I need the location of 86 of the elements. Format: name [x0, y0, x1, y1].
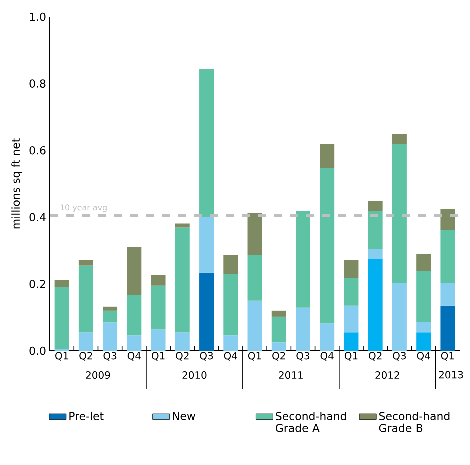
bar	[344, 278, 359, 306]
bar	[320, 144, 335, 168]
bar	[78, 260, 94, 266]
bar	[175, 332, 190, 351]
x-tick-label: Q3	[200, 352, 214, 361]
x-tick-label: Q1	[344, 352, 358, 361]
bar	[127, 336, 142, 351]
bar	[440, 306, 456, 351]
bar	[344, 332, 359, 351]
y-axis-title: millions sq ft net	[12, 138, 22, 229]
bar	[416, 332, 432, 351]
bar	[344, 306, 359, 333]
bar	[416, 271, 432, 322]
bar	[368, 259, 383, 351]
x-tick-label: Q4	[417, 352, 430, 361]
bar	[151, 286, 166, 330]
x-tick-label: Q4	[224, 352, 238, 361]
x-tick-label: Q4	[128, 352, 141, 361]
bar	[344, 260, 359, 278]
bar	[78, 332, 94, 351]
text: 2011	[279, 372, 303, 380]
bar	[78, 266, 94, 333]
bar	[127, 247, 142, 296]
x-tick-label: Q3	[104, 352, 117, 361]
bar	[175, 228, 190, 333]
bar	[200, 69, 214, 218]
bar	[103, 306, 118, 311]
bar	[440, 209, 456, 230]
bar	[224, 255, 238, 274]
bar	[392, 134, 407, 144]
legend-label: Pre-let	[70, 412, 104, 420]
bar	[200, 217, 214, 273]
bar	[368, 249, 383, 260]
bar	[272, 342, 286, 351]
x-tick-label: Q2	[369, 352, 382, 361]
bar	[272, 310, 286, 317]
y-tick-label: 1.0	[30, 12, 46, 22]
legend-label: Second-hand Grade A	[276, 412, 346, 432]
text: 2010	[182, 372, 207, 380]
y-tick-label: 0.0	[30, 346, 46, 356]
bar	[392, 144, 407, 284]
bar	[224, 274, 238, 336]
bar	[368, 211, 383, 250]
x-tick-label: Q2	[272, 352, 286, 361]
y-tick-label: 0.8	[30, 80, 46, 88]
bar	[392, 283, 407, 351]
x-tick-label: Q3	[296, 352, 310, 361]
bar	[248, 213, 262, 256]
bar	[440, 283, 456, 306]
bar	[320, 168, 335, 324]
x-tick-label: Q1	[56, 352, 68, 361]
bar	[320, 324, 335, 351]
x-tick-label: Q2	[176, 352, 189, 361]
bar	[248, 255, 262, 301]
bar	[224, 336, 238, 351]
x-tick-label: Q3	[393, 352, 406, 361]
x-tick-label: Q1	[441, 352, 454, 361]
x-tick-label: Q1	[248, 352, 262, 361]
legend-label: New	[173, 412, 196, 420]
x-tick-label: Q1	[152, 352, 165, 361]
bar	[54, 287, 70, 349]
text: 2013	[439, 371, 464, 379]
bar	[416, 254, 432, 272]
bar	[200, 272, 214, 351]
bar	[440, 230, 456, 284]
bar	[272, 316, 286, 343]
bar	[175, 224, 190, 228]
bar	[296, 308, 310, 351]
bar	[416, 322, 432, 333]
x-tick-label: Q2	[80, 352, 92, 361]
text: 2009	[86, 372, 110, 380]
bar	[127, 296, 142, 336]
bar	[248, 300, 262, 351]
bar	[103, 322, 118, 351]
legend-label: Second-hand Grade B	[379, 412, 450, 432]
bar	[103, 310, 118, 323]
y-tick-label: 0.2	[30, 280, 46, 288]
text: 2012	[376, 372, 400, 380]
bar	[54, 280, 70, 288]
x-tick-label: Q4	[320, 352, 334, 361]
bar	[368, 201, 383, 212]
bar	[151, 275, 166, 286]
y-tick-label: 0.6	[30, 146, 46, 155]
bar	[296, 211, 310, 308]
y-tick-label: 0.4	[30, 213, 46, 222]
bar	[151, 330, 166, 351]
